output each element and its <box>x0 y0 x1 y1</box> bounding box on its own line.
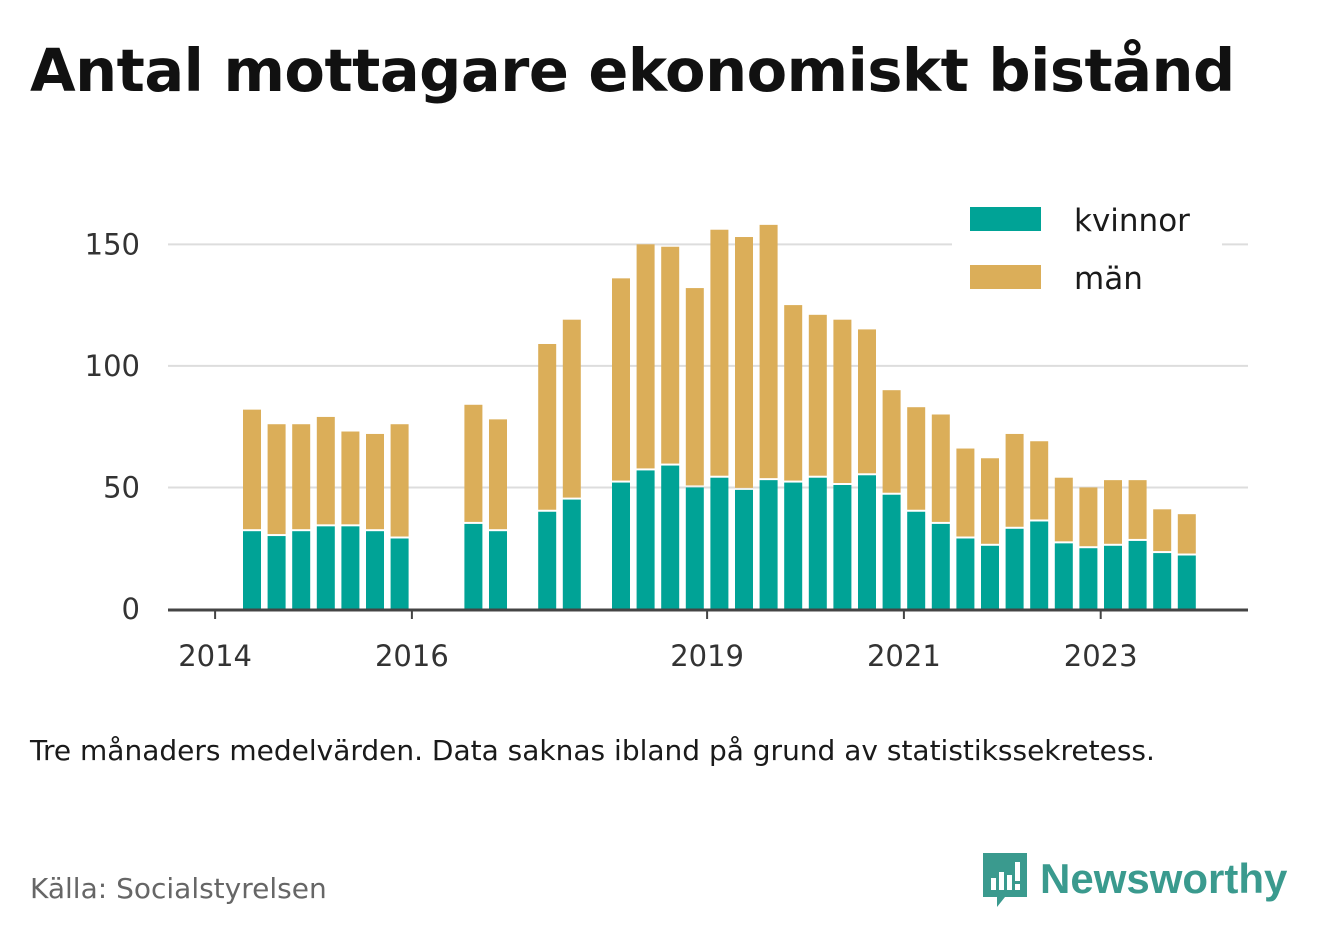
y-tick-label: 0 <box>122 592 140 626</box>
bar-man <box>661 246 680 464</box>
bar-man <box>1054 477 1073 542</box>
x-tick-label: 2021 <box>867 639 941 673</box>
bar-kvinnor <box>562 499 581 609</box>
bar-kvinnor <box>1153 553 1172 609</box>
bar-man <box>390 424 409 537</box>
bar-man <box>858 329 876 474</box>
y-tick-label: 50 <box>103 470 140 504</box>
bar-kvinnor <box>316 526 335 609</box>
bar-man <box>562 319 581 498</box>
brand-logo: Newsworthy <box>980 850 1287 908</box>
bar-kvinnor <box>661 465 680 609</box>
bar-man <box>1153 509 1172 552</box>
bar-kvinnor <box>1177 555 1196 609</box>
bar-man <box>538 343 557 510</box>
bar-man <box>243 409 261 530</box>
x-tick-label: 2019 <box>670 639 744 673</box>
bar-kvinnor <box>931 523 950 609</box>
bar-kvinnor <box>1054 543 1073 609</box>
bar-kvinnor <box>612 482 630 609</box>
bar-kvinnor <box>1030 521 1049 609</box>
bar-man <box>612 278 630 481</box>
source-credit: Källa: Socialstyrelsen <box>30 872 327 905</box>
bar-kvinnor <box>267 536 286 609</box>
bar-man <box>907 407 926 510</box>
bar-kvinnor <box>956 538 975 609</box>
bar-kvinnor <box>292 531 311 609</box>
bar-kvinnor <box>464 523 483 609</box>
bar-man <box>1177 514 1196 554</box>
bar-kvinnor <box>981 545 999 609</box>
bar-man <box>489 419 507 530</box>
bar-man <box>981 458 999 544</box>
brand-name: Newsworthy <box>1040 855 1288 902</box>
stacked-bar-chart: 0 50 100 150 2014 2016 2019 2021 2023 kvinnor män <box>84 203 1248 673</box>
bar-kvinnor <box>1005 528 1024 609</box>
bar-man <box>759 224 778 479</box>
bar-kvinnor <box>341 526 360 609</box>
bar-man <box>267 424 286 535</box>
bar-man <box>1104 480 1122 544</box>
legend-label-kvinnor: kvinnor <box>1074 203 1190 239</box>
bar-kvinnor <box>759 480 778 609</box>
bar-man <box>882 390 901 493</box>
bar-kvinnor <box>1079 548 1098 609</box>
chart-note: Tre månaders medelvärden. Data saknas ib… <box>30 734 1155 767</box>
bar-kvinnor <box>882 494 901 609</box>
bar-kvinnor <box>489 531 507 609</box>
bar-man <box>735 237 753 488</box>
bar-kvinnor <box>538 511 557 609</box>
y-tick-label: 100 <box>85 349 140 383</box>
x-tick-label: 2016 <box>375 639 449 673</box>
bar-kvinnor <box>784 482 803 609</box>
bar-kvinnor <box>1128 540 1147 609</box>
bar-kvinnor <box>735 489 753 609</box>
bar-man <box>1030 441 1049 520</box>
chart-title: Antal mottagare ekonomiskt bistånd <box>30 36 1235 105</box>
newsworthy-logo-icon <box>983 853 1027 907</box>
bar-man <box>1128 480 1147 539</box>
bar-man <box>464 404 483 522</box>
bar-man <box>636 244 655 469</box>
bar-kvinnor <box>907 511 926 609</box>
bar-kvinnor <box>833 485 852 609</box>
bar-kvinnor <box>710 477 729 609</box>
bar-kvinnor <box>858 475 876 609</box>
bar-man <box>366 433 384 530</box>
bar-man <box>931 414 950 522</box>
bar-man <box>833 319 852 484</box>
bar-kvinnor <box>808 477 827 609</box>
bar-man <box>292 424 311 530</box>
legend-label-man: män <box>1074 261 1143 297</box>
bar-kvinnor <box>366 531 384 609</box>
bar-man <box>1005 433 1024 527</box>
bar-kvinnor <box>390 538 409 609</box>
bar-man <box>316 416 335 525</box>
bar-man <box>808 314 827 476</box>
bar-man <box>956 448 975 537</box>
bar-man <box>710 229 729 476</box>
bar-kvinnor <box>1104 545 1122 609</box>
bar-kvinnor <box>685 487 704 609</box>
bar-kvinnor <box>636 470 655 609</box>
x-tick-label: 2023 <box>1064 639 1138 673</box>
bar-kvinnor <box>243 531 261 609</box>
bar-man <box>1079 487 1098 547</box>
bar-man <box>341 431 360 525</box>
bar-man <box>685 288 704 486</box>
legend-swatch-man <box>970 265 1041 289</box>
legend-swatch-kvinnor <box>970 207 1041 231</box>
bar-man <box>784 305 803 481</box>
x-tick-label: 2014 <box>178 639 252 673</box>
y-tick-label: 150 <box>85 227 140 261</box>
